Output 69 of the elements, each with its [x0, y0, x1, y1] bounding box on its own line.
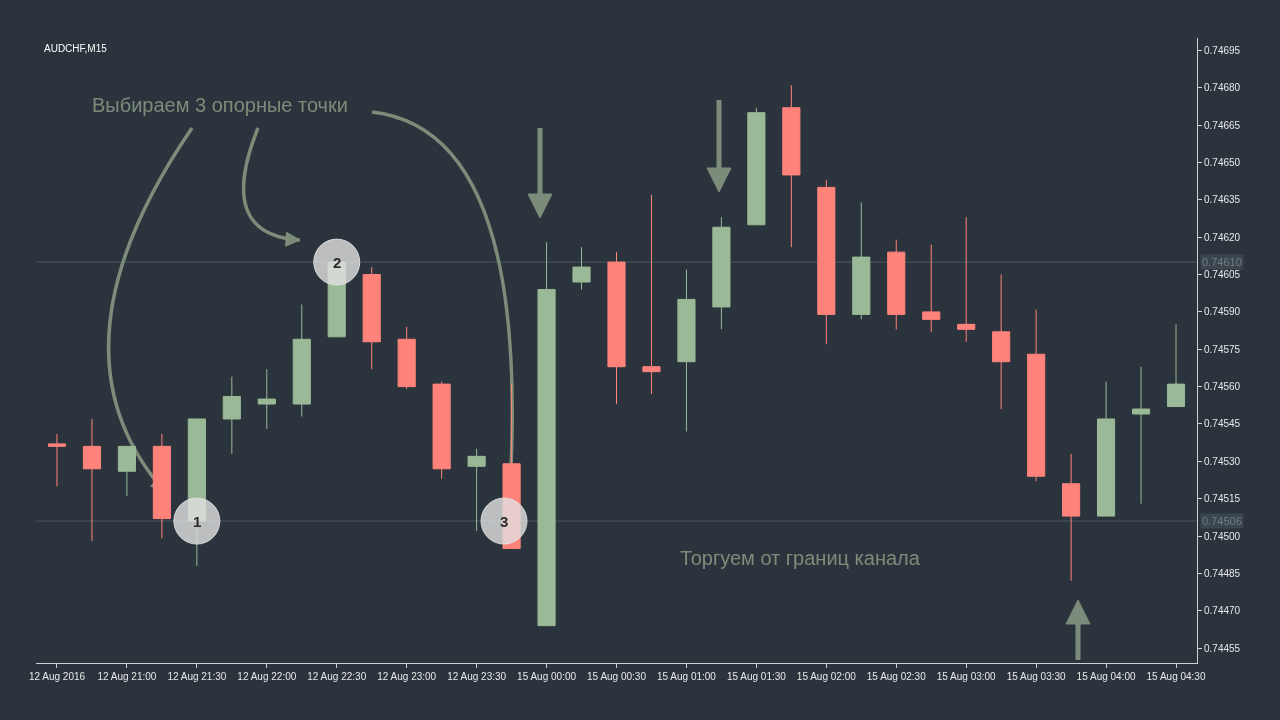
candlestick [222, 376, 241, 455]
x-tick-label: 12 Aug 22:00 [237, 671, 297, 682]
candlestick [1027, 308, 1046, 482]
candlestick [887, 239, 906, 330]
y-tick-label: 0.74605 [1204, 269, 1241, 281]
x-tick-label: 15 Aug 02:30 [866, 671, 927, 682]
candlestick [677, 269, 696, 432]
y-tick-label: 0.74515 [1204, 493, 1241, 505]
x-tick-label: 12 Aug 23:30 [447, 671, 507, 682]
candlestick [852, 201, 871, 320]
y-tick-label: 0.74575 [1204, 343, 1241, 355]
candlestick [292, 303, 311, 417]
annotation: Выбираем 3 опорные точки [92, 94, 348, 116]
x-tick-label: 15 Aug 03:00 [936, 671, 997, 682]
candlestick [607, 251, 626, 405]
candlestick [642, 194, 661, 395]
candlestick [747, 107, 766, 226]
candlestick [1166, 323, 1186, 408]
x-tick-label: 15 Aug 00:00 [517, 671, 577, 682]
candlestick [817, 179, 836, 345]
candlestick [572, 246, 591, 290]
y-tick-label: 0.74455 [1204, 642, 1241, 654]
candlestick [537, 241, 556, 627]
annotation: Торгуем от границ канала [680, 547, 921, 569]
y-tick-label: 0.74560 [1204, 381, 1241, 393]
y-tick-label: 0.74650 [1204, 157, 1241, 168]
candlestick [1062, 453, 1081, 582]
candlestick [82, 418, 102, 542]
x-tick-label: 15 Aug 00:30 [587, 671, 647, 682]
candlestick [467, 448, 486, 532]
y-tick-label: 0.74470 [1204, 605, 1241, 617]
candlestick [922, 244, 941, 333]
y-tick-label: 0.74635 [1204, 194, 1241, 206]
annotation: 2 [333, 254, 342, 271]
y-tick-label: 0.74530 [1204, 455, 1241, 467]
x-tick-label: 12 Aug 21:00 [97, 671, 157, 682]
y-tick-label: 0.74485 [1204, 567, 1241, 579]
candlestick [397, 326, 416, 390]
y-tick-label: 0.74695 [1204, 44, 1241, 56]
y-tick-label: 0.74665 [1204, 119, 1241, 131]
x-tick-label: 15 Aug 01:30 [726, 671, 787, 682]
x-tick-label: 15 Aug 02:00 [796, 671, 857, 682]
x-tick-label: 12 Aug 22:30 [307, 671, 367, 682]
candlestick [257, 368, 276, 430]
candlestick [992, 274, 1011, 410]
y-tick-label: 0.74500 [1204, 530, 1241, 542]
candlestick [362, 266, 381, 370]
candlestick [782, 84, 801, 248]
text: AUDCHF,M15 [44, 43, 108, 54]
x-tick-label: 12 Aug 23:00 [377, 671, 437, 682]
candlestick [1097, 381, 1116, 517]
y-tick-label: 0.74545 [1204, 418, 1241, 430]
candlestick [957, 216, 976, 343]
y-tick-label: 0.74620 [1204, 231, 1241, 243]
candlestick [712, 216, 731, 330]
x-tick-label: 15 Aug 04:30 [1146, 671, 1206, 682]
y-tick-label: 0.74680 [1204, 82, 1241, 94]
x-tick-label: 12 Aug 2016 [28, 671, 86, 682]
candlestick [1131, 366, 1151, 505]
x-tick-label: 15 Aug 03:30 [1006, 671, 1067, 682]
annotation: 3 [500, 513, 509, 530]
candlestick [47, 433, 67, 487]
x-tick-label: 15 Aug 01:00 [656, 671, 717, 682]
y-tick-label: 0.74590 [1204, 306, 1241, 318]
candlestick [117, 445, 136, 497]
x-tick-label: 15 Aug 04:00 [1076, 671, 1136, 682]
x-tick-label: 12 Aug 21:30 [167, 671, 227, 682]
candlestick [432, 381, 451, 480]
annotation: 1 [193, 513, 202, 530]
